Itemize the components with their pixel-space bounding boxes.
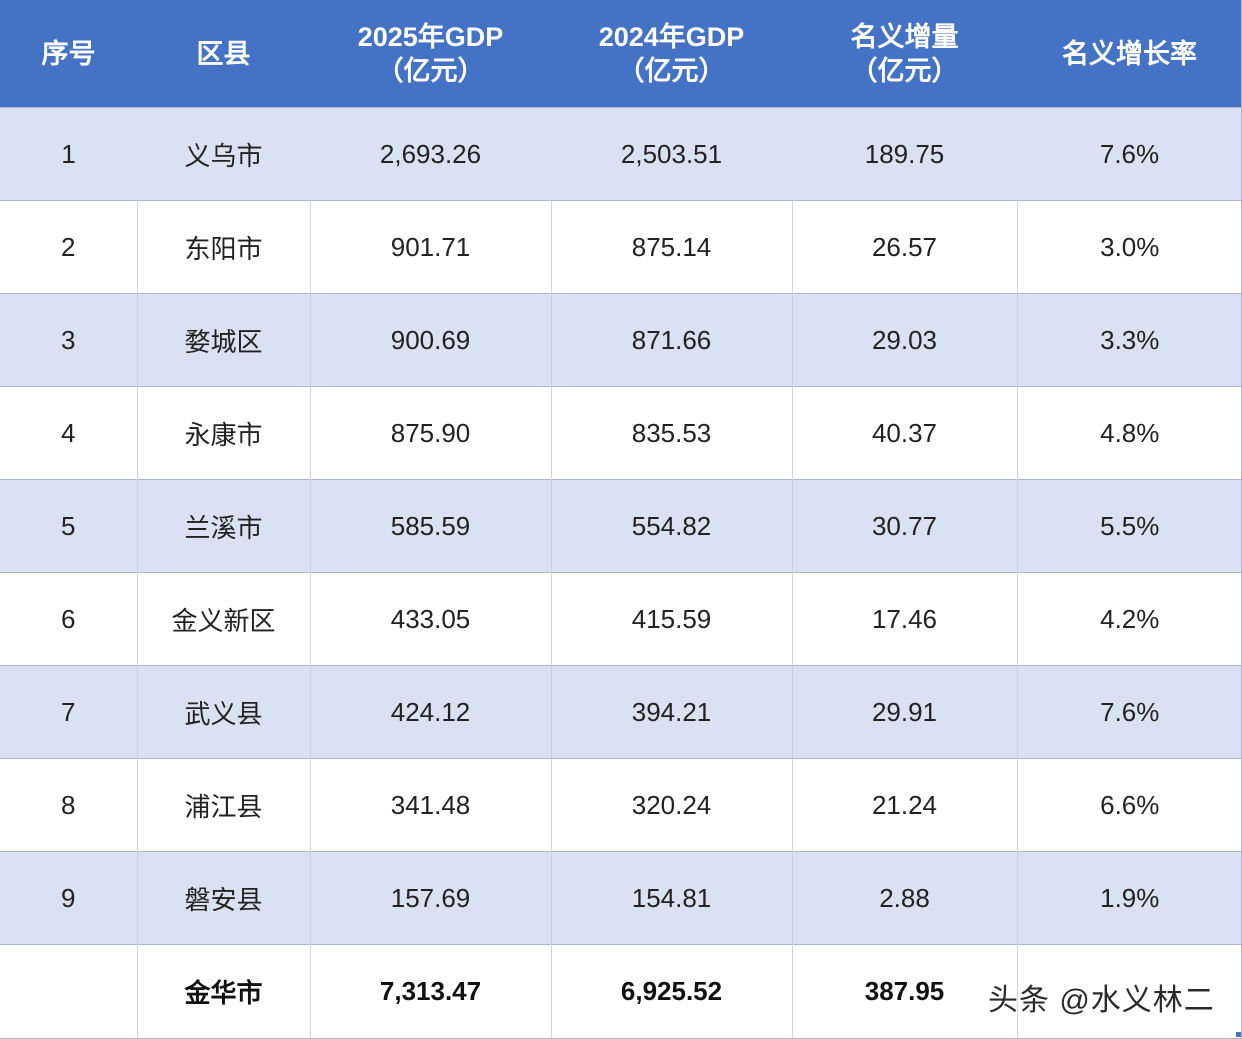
- cell-district: 义乌市: [137, 107, 310, 201]
- cell-increase: 21.24: [791, 758, 1017, 852]
- cell-district: 永康市: [136, 386, 310, 480]
- cell-growth: 7.6%: [1017, 107, 1242, 201]
- cell-rank: 3: [0, 293, 137, 387]
- cell-gdp2024: 154.81: [550, 851, 792, 945]
- cell-growth: 3.3%: [1016, 293, 1242, 387]
- header-increase-unit: （亿元）: [850, 55, 959, 86]
- cell-district: 浦江县: [136, 758, 310, 852]
- cell-increase: 40.37: [791, 386, 1017, 480]
- cell-increase: 29.91: [791, 665, 1017, 759]
- header-gdp2025: 2025年GDP （亿元）: [310, 0, 551, 108]
- table-row: 8 浦江县 341.48 320.24 21.24 6.6%: [0, 758, 1242, 852]
- header-district-label: 区县: [196, 38, 251, 69]
- cell-rank: 7: [0, 665, 137, 759]
- cell-gdp2025: 875.90: [309, 386, 551, 480]
- header-increase: 名义增量 （亿元）: [792, 0, 1017, 108]
- cell-growth: 4.8%: [1016, 386, 1242, 480]
- resize-handle[interactable]: [1236, 1032, 1241, 1037]
- cell-growth: 7.6%: [1016, 665, 1242, 759]
- table-row: 3 婺城区 900.69 871.66 29.03 3.3%: [0, 293, 1242, 387]
- cell-gdp2025: 424.12: [309, 665, 551, 759]
- header-row: 序号 区县 2025年GDP （亿元） 2024年GDP （亿元） 名义增量 （亿元）…: [0, 0, 1242, 108]
- table-row: 7 武义县 424.12 394.21 29.91 7.6%: [0, 665, 1242, 759]
- cell-rank: [0, 944, 137, 1039]
- cell-district: 兰溪市: [136, 479, 310, 573]
- cell-gdp2025: 901.71: [309, 200, 551, 294]
- cell-rank: 6: [0, 572, 137, 666]
- table-row: 2 东阳市 901.71 875.14 26.57 3.0%: [0, 200, 1242, 294]
- cell-gdp2025: 7,313.47: [309, 944, 551, 1039]
- cell-rank: 1: [0, 107, 137, 201]
- cell-gdp2025: 2,693.26: [310, 107, 551, 201]
- cell-rank: 2: [0, 200, 137, 294]
- cell-increase: 189.75: [792, 107, 1017, 201]
- table-row: 5 兰溪市 585.59 554.82 30.77 5.5%: [0, 479, 1242, 573]
- cell-district: 磐安县: [136, 851, 310, 945]
- cell-growth: 5.5%: [1016, 479, 1242, 573]
- table-row: 4 永康市 875.90 835.53 40.37 4.8%: [0, 386, 1242, 480]
- cell-district: 武义县: [136, 665, 310, 759]
- table-row: 1 义乌市 2,693.26 2,503.51 189.75 7.6%: [0, 107, 1242, 201]
- header-growth: 名义增长率: [1017, 0, 1242, 108]
- cell-rank: 9: [0, 851, 137, 945]
- header-rank: 序号: [0, 0, 137, 108]
- cell-gdp2025: 585.59: [309, 479, 551, 573]
- cell-gdp2024: 835.53: [550, 386, 792, 480]
- table-row: 9 磐安县 157.69 154.81 2.88 1.9%: [0, 851, 1242, 945]
- cell-increase: 2.88: [791, 851, 1017, 945]
- cell-gdp2025: 157.69: [309, 851, 551, 945]
- header-gdp2024-unit: （亿元）: [617, 55, 726, 86]
- header-rank-label: 序号: [41, 38, 96, 69]
- cell-gdp2024: 6,925.52: [550, 944, 792, 1039]
- header-district: 区县: [137, 0, 310, 108]
- cell-gdp2024: 2,503.51: [551, 107, 792, 201]
- total-row: 金华市 7,313.47 6,925.52 387.95: [0, 944, 1242, 1039]
- cell-increase: 387.95: [791, 944, 1017, 1039]
- cell-rank: 5: [0, 479, 137, 573]
- cell-district: 婺城区: [136, 293, 310, 387]
- header-increase-label: 名义增量: [850, 21, 959, 52]
- header-gdp2024: 2024年GDP （亿元）: [551, 0, 792, 108]
- cell-gdp2024: 871.66: [550, 293, 792, 387]
- cell-increase: 30.77: [791, 479, 1017, 573]
- cell-gdp2024: 320.24: [550, 758, 792, 852]
- cell-rank: 4: [0, 386, 137, 480]
- header-growth-label: 名义增长率: [1062, 38, 1197, 69]
- header-gdp2025-unit: （亿元）: [376, 55, 485, 86]
- cell-gdp2024: 875.14: [550, 200, 792, 294]
- header-gdp2025-label: 2025年GDP: [357, 21, 504, 52]
- cell-growth: 6.6%: [1016, 758, 1242, 852]
- cell-gdp2025: 341.48: [309, 758, 551, 852]
- cell-gdp2025: 433.05: [309, 572, 551, 666]
- cell-increase: 29.03: [791, 293, 1017, 387]
- cell-district: 金义新区: [136, 572, 310, 666]
- cell-increase: 26.57: [791, 200, 1017, 294]
- cell-increase: 17.46: [791, 572, 1017, 666]
- cell-gdp2024: 394.21: [550, 665, 792, 759]
- cell-gdp2024: 415.59: [550, 572, 792, 666]
- cell-gdp2024: 554.82: [550, 479, 792, 573]
- cell-rank: 8: [0, 758, 137, 852]
- cell-growth: 1.9%: [1016, 851, 1242, 945]
- cell-growth: 3.0%: [1016, 200, 1242, 294]
- cell-gdp2025: 900.69: [309, 293, 551, 387]
- cell-district: 金华市: [136, 944, 310, 1039]
- cell-growth: [1016, 944, 1242, 1039]
- table-row: 6 金义新区 433.05 415.59 17.46 4.2%: [0, 572, 1242, 666]
- cell-growth: 4.2%: [1016, 572, 1242, 666]
- header-gdp2024-label: 2024年GDP: [598, 21, 745, 52]
- cell-district: 东阳市: [136, 200, 310, 294]
